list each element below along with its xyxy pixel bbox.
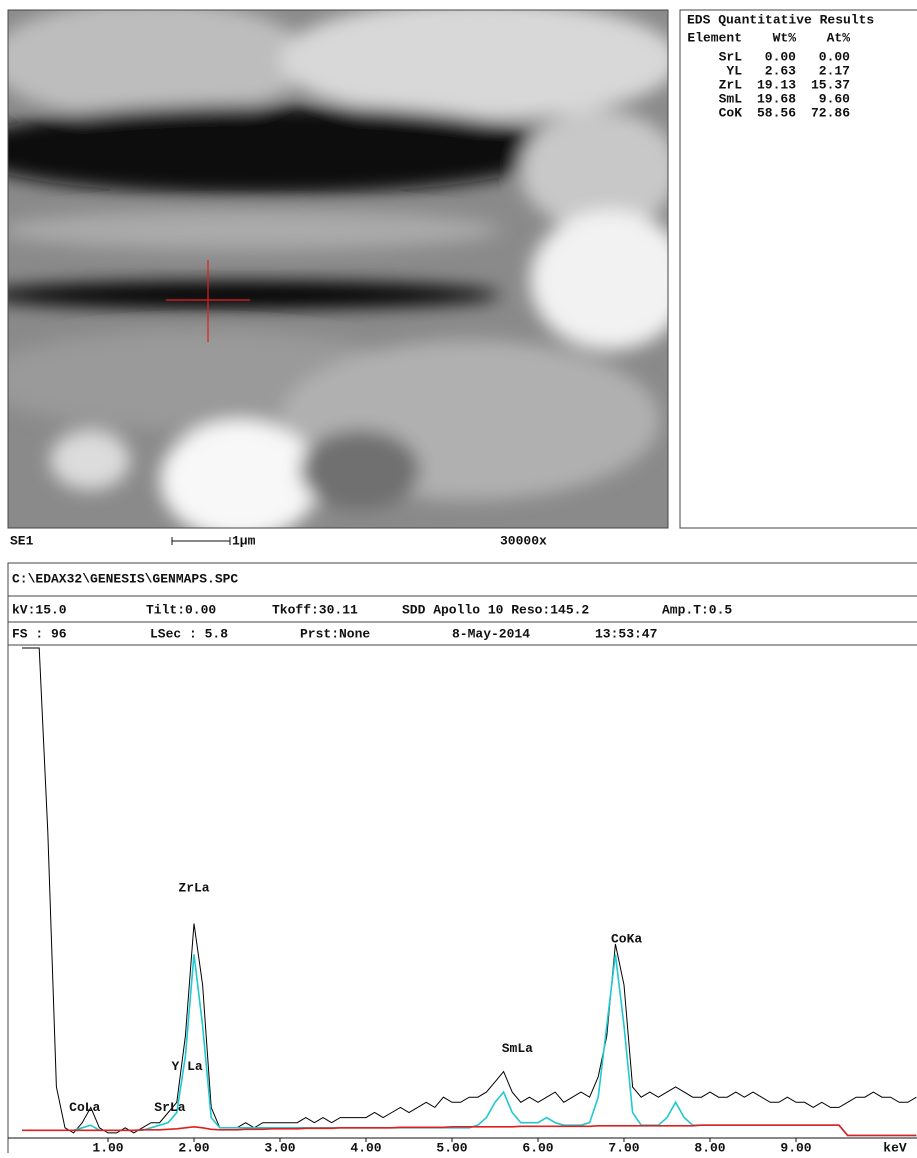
table-cell: YL xyxy=(726,63,742,78)
header-field: 13:53:47 xyxy=(595,626,657,641)
table-cell: 2.63 xyxy=(765,63,796,78)
page: SE1 1µm 30000x EDS Quantitative Results … xyxy=(0,0,917,1153)
column-header: At% xyxy=(827,30,851,45)
spectrum-line xyxy=(22,648,916,1133)
peak-label: ZrLa xyxy=(178,880,209,895)
file-path: C:\EDAX32\GENESIS\GENMAPS.SPC xyxy=(12,571,238,586)
table-cell: ZrL xyxy=(719,77,743,92)
magnification: 30000x xyxy=(500,533,547,548)
header-field: LSec : 5.8 xyxy=(150,626,228,641)
peak-label: CoLa xyxy=(69,1100,100,1115)
table-cell: 9.60 xyxy=(819,91,850,106)
table-cell: SrL xyxy=(719,49,743,64)
x-tick-label: 5.00 xyxy=(436,1140,467,1153)
header-field: Prst:None xyxy=(300,626,370,641)
peak-label: Y La xyxy=(172,1059,203,1074)
header-field: kV:15.0 xyxy=(12,602,67,617)
peak-label: CoKa xyxy=(611,931,642,946)
table-cell: 19.13 xyxy=(757,77,796,92)
table-cell: 0.00 xyxy=(819,49,850,64)
header-field: Amp.T:0.5 xyxy=(662,602,732,617)
x-tick-label: 6.00 xyxy=(522,1140,553,1153)
x-tick-label: 2.00 xyxy=(178,1140,209,1153)
results-title: EDS Quantitative Results xyxy=(687,12,874,27)
spectrum-panel xyxy=(8,563,917,1153)
table-cell: CoK xyxy=(719,105,743,120)
sem-image xyxy=(0,0,690,540)
table-cell: 19.68 xyxy=(757,91,796,106)
x-axis-label: keV xyxy=(883,1140,907,1153)
header-field: Tilt:0.00 xyxy=(146,602,216,617)
scale-label: 1µm xyxy=(232,533,256,548)
results-box xyxy=(680,10,917,528)
x-tick-label: 7.00 xyxy=(608,1140,639,1153)
header-field: Tkoff:30.11 xyxy=(272,602,358,617)
spectrum-line xyxy=(74,954,917,1135)
x-tick-label: 4.00 xyxy=(350,1140,381,1153)
column-header: Element xyxy=(687,30,742,45)
header-field: SDD Apollo 10 Reso:145.2 xyxy=(402,602,589,617)
table-cell: 15.37 xyxy=(811,77,850,92)
detector: SE1 xyxy=(10,533,34,548)
x-tick-label: 9.00 xyxy=(780,1140,811,1153)
table-cell: 2.17 xyxy=(819,63,850,78)
peak-label: SmLa xyxy=(502,1041,533,1056)
header-field: 8-May-2014 xyxy=(452,626,530,641)
peak-label: SrLa xyxy=(154,1100,185,1115)
x-tick-label: 8.00 xyxy=(694,1140,725,1153)
table-cell: 72.86 xyxy=(811,105,850,120)
table-cell: 58.56 xyxy=(757,105,796,120)
x-tick-label: 1.00 xyxy=(92,1140,123,1153)
x-tick-label: 3.00 xyxy=(264,1140,295,1153)
table-cell: 0.00 xyxy=(765,49,796,64)
column-header: Wt% xyxy=(773,30,797,45)
table-cell: SmL xyxy=(719,91,743,106)
spectrum-plot: 1.00 2.00 3.00 4.00 5.00 6.00 7.00 8.00 9.00 keV C… xyxy=(8,648,917,1153)
header-field: FS : 96 xyxy=(12,626,67,641)
